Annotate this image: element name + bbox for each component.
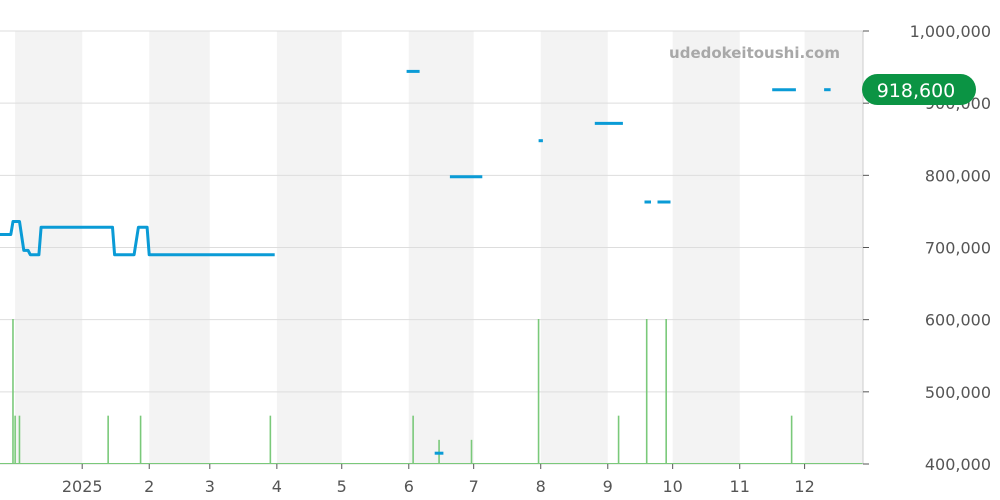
y-tick-label: 1,000,000 xyxy=(910,22,991,41)
grid-lines xyxy=(0,30,863,465)
x-tick-label: 12 xyxy=(794,477,814,496)
volume-bars xyxy=(0,319,863,464)
x-tick-label: 2025 xyxy=(62,477,103,496)
y-tick-label: 400,000 xyxy=(925,455,991,474)
watermark: udedokeitoushi.com xyxy=(669,44,840,62)
price-segment xyxy=(0,220,275,257)
price-series xyxy=(0,69,831,455)
x-tick-label: 2 xyxy=(144,477,154,496)
current-price-badge: 918,600 xyxy=(862,74,976,105)
x-axis: 2025 2 3 4 5 6 7 8 9 10 11 12 xyxy=(62,464,815,496)
y-tick-label: 700,000 xyxy=(925,239,991,258)
y-tick-label: 500,000 xyxy=(925,383,991,402)
x-tick-label: 8 xyxy=(536,477,546,496)
x-tick-label: 7 xyxy=(469,477,479,496)
y-tick-label: 600,000 xyxy=(925,311,991,330)
x-tick-label: 4 xyxy=(272,477,282,496)
current-price-label: 918,600 xyxy=(877,80,956,102)
x-tick-label: 11 xyxy=(730,477,750,496)
x-tick-label: 10 xyxy=(662,477,682,496)
x-tick-label: 9 xyxy=(603,477,613,496)
x-tick-label: 5 xyxy=(337,477,347,496)
x-tick-label: 3 xyxy=(205,477,215,496)
y-tick-label: 800,000 xyxy=(925,166,991,185)
x-tick-label: 6 xyxy=(404,477,414,496)
